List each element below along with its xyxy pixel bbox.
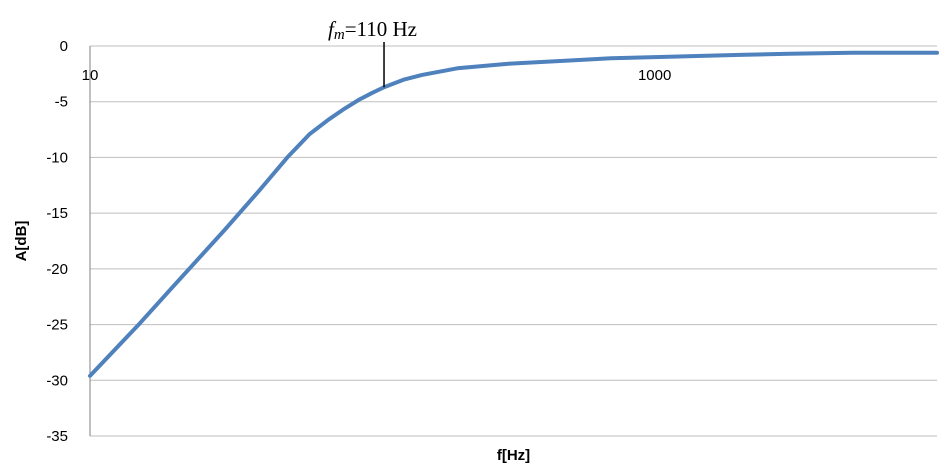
series-layer [88, 50, 939, 378]
y-tick-label: -30 [46, 372, 68, 389]
annotation-sub: m [334, 27, 345, 43]
y-tick-labels: 0 -5 -10 -15 -20 -25 -30 -35 [46, 38, 68, 445]
y-tick-label: -5 [55, 94, 68, 111]
x-axis-label: f[Hz] [497, 447, 530, 464]
y-axis-label: A[dB] [13, 221, 30, 262]
annotation-layer: fm=110 Hz [328, 17, 417, 88]
y-tick-label: -35 [46, 428, 68, 445]
y-tick-label: 0 [60, 38, 68, 55]
x-tick-labels: 10 1000 [82, 67, 672, 84]
annotation-rest: =110 Hz [345, 17, 417, 41]
annotation-var: f [328, 17, 337, 41]
annotation-label: fm=110 Hz [328, 17, 417, 43]
grid-lines [90, 45, 937, 437]
x-tick-label: 1000 [638, 67, 671, 84]
y-tick-label: -25 [46, 317, 68, 334]
x-tick-label: 10 [82, 67, 99, 84]
series-line [88, 50, 939, 378]
y-tick-label: -20 [46, 261, 68, 278]
y-tick-label: -10 [46, 149, 68, 166]
y-tick-label: -15 [46, 205, 68, 222]
